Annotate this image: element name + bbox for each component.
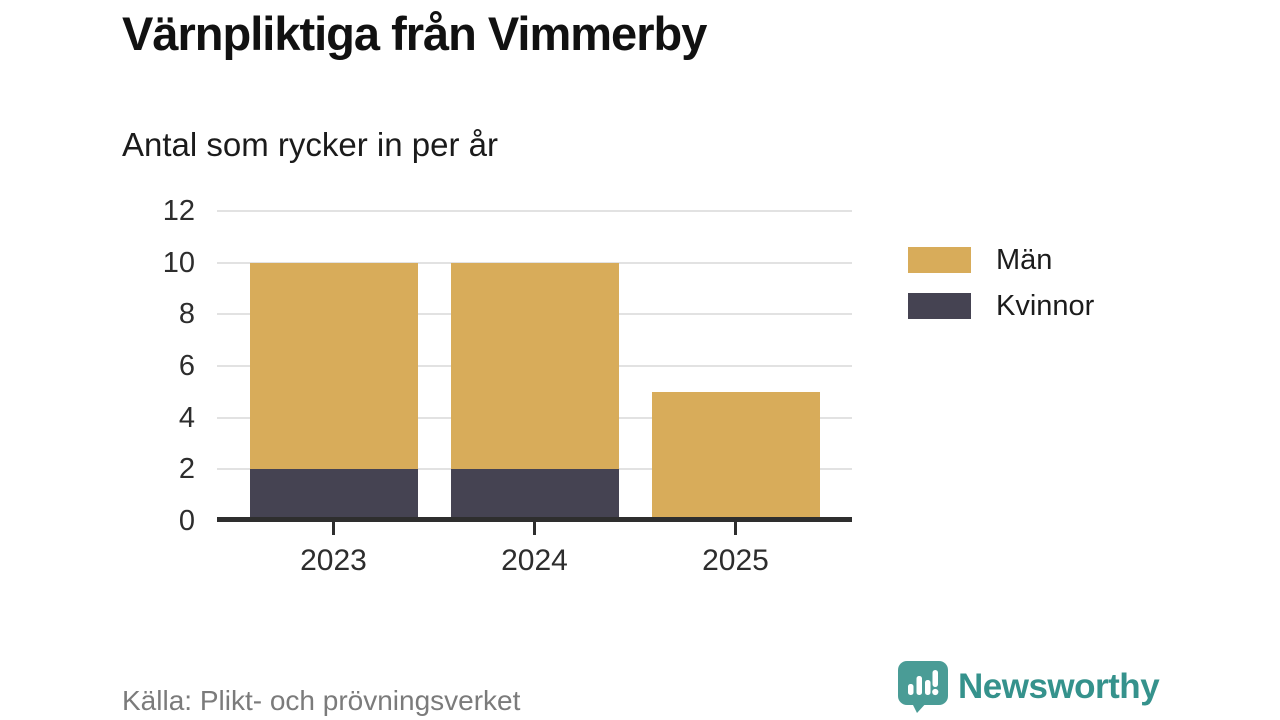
gridline-12 [217,210,852,212]
y-axis-label-6: 6 [178,350,195,382]
y-axis-label-0: 0 [178,505,195,537]
logo-bar-small [908,684,914,695]
bar-segment-män-2024 [450,262,619,470]
logo-exclamation-dot [932,688,939,696]
chart-subtitle: Antal som rycker in per år [122,126,498,163]
y-axis-label-8: 8 [178,298,195,331]
chart-title: Värnpliktiga från Vimmerby [122,7,707,60]
x-axis-tick-2023 [332,522,335,535]
x-axis-tick-2024 [533,522,536,535]
legend-swatch-kvinnor [908,293,971,319]
bar-segment-kvinnor-2024 [450,469,619,521]
x-axis-line [217,517,852,522]
legend-item-kvinnor: Kvinnor [908,291,1094,321]
logo-bar-medium [925,680,931,695]
x-axis-label-2025: 2025 [702,544,769,577]
y-axis-label-12: 12 [162,195,195,227]
x-axis-label-2023: 2023 [300,544,367,577]
bar-segment-män-2025 [651,391,820,521]
chart-legend: Män Kvinnor [908,245,1094,321]
y-axis-label-10: 10 [162,246,195,279]
bar-segment-män-2023 [249,262,418,470]
logo-exclamation-stem [932,670,938,687]
x-axis-label-2024: 2024 [501,544,568,577]
legend-label-män: Män [996,244,1053,276]
legend-swatch-män [908,247,971,273]
legend-item-män: Män [908,245,1094,275]
y-axis-label-2: 2 [178,453,195,486]
bar-segment-kvinnor-2023 [249,469,418,521]
brand-logo: Newsworthy [898,661,1160,713]
logo-bar-tall [916,676,922,695]
newsworthy-speech-bubble-icon [898,661,948,713]
legend-label-kvinnor: Kvinnor [996,290,1095,322]
y-axis-label-4: 4 [178,401,195,434]
x-axis-tick-2025 [734,522,737,535]
brand-name: Newsworthy [958,667,1160,706]
source-note: Källa: Plikt- och prövningsverket [122,685,521,716]
